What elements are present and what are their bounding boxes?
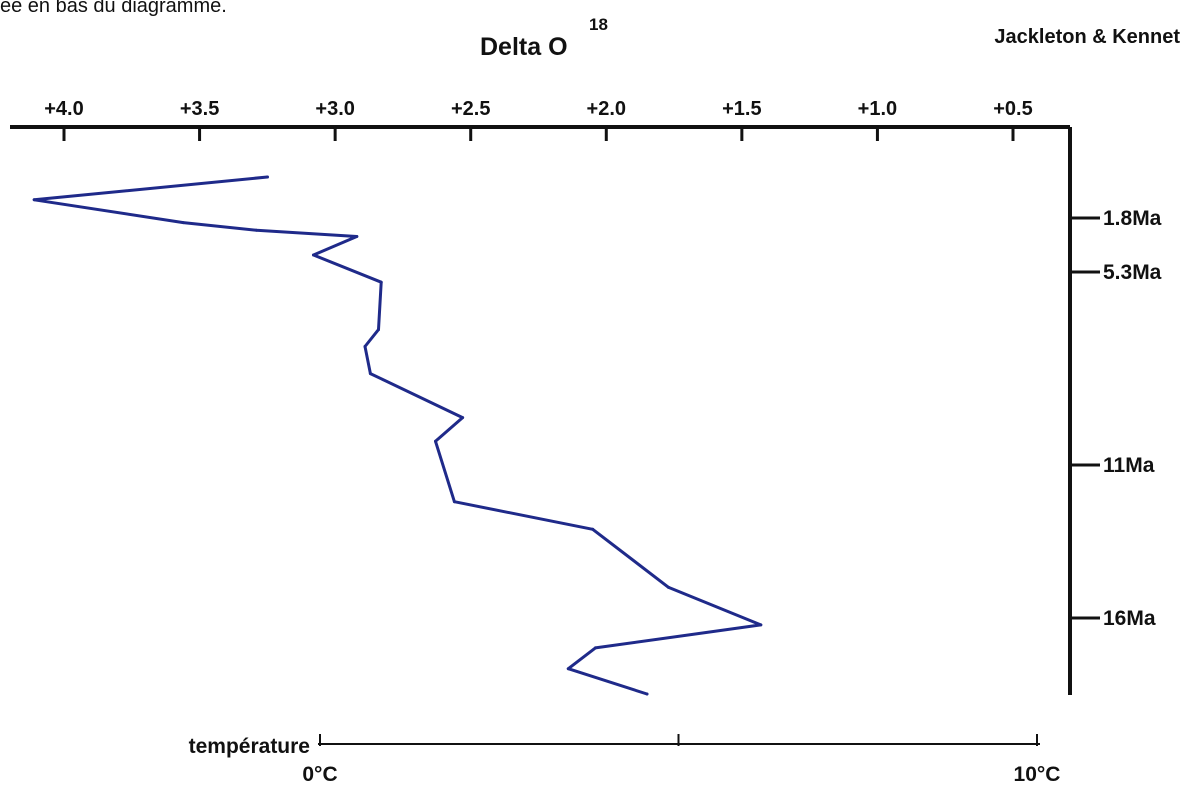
- series-point: [759, 623, 763, 627]
- series-point: [461, 416, 465, 420]
- series-point: [368, 372, 372, 376]
- right-axis-ticks: 1.8Ma 5.3Ma 11Ma 16Ma: [1070, 207, 1162, 630]
- series-point: [379, 280, 383, 284]
- top-axis-tick-label: +1.5: [722, 98, 761, 120]
- bottom-axis-tick-label: 10°C: [1014, 763, 1061, 786]
- top-axis-tick-label: +3.0: [315, 98, 354, 120]
- series-line: [32, 175, 763, 696]
- top-axis-tick-label: +3.5: [180, 98, 219, 120]
- series-point: [265, 175, 269, 179]
- top-axis-tick-label: +2.5: [451, 98, 490, 120]
- top-axis-tick-label: +2.0: [587, 98, 626, 120]
- series-point: [377, 328, 380, 332]
- right-axis-tick-label: 5.3Ma: [1103, 261, 1162, 284]
- series-group: [32, 175, 763, 696]
- top-axis-tick-label: +4.0: [44, 98, 83, 120]
- series-point: [181, 221, 185, 225]
- chart-title-superscript: 18: [589, 15, 608, 34]
- caption-fragment: ée en bas du diagramme.: [0, 0, 227, 17]
- series-point: [591, 527, 595, 531]
- attribution: Jackleton & Kennet: [994, 26, 1180, 48]
- series-point: [667, 585, 671, 589]
- series-point: [452, 500, 456, 504]
- top-axis-ticks: +4.0 +3.5 +3.0 +2.5 +2.0 +1.5 +1.0 +0.5: [44, 98, 1033, 141]
- bottom-axis-ticks: 0°C 10°C: [302, 734, 1060, 786]
- series-point: [363, 345, 367, 348]
- right-axis-tick-label: 16Ma: [1103, 607, 1156, 630]
- right-axis-tick-label: 11Ma: [1103, 454, 1155, 477]
- series-point: [312, 253, 315, 257]
- series-point: [434, 439, 437, 443]
- bottom-axis-label: température: [189, 735, 310, 758]
- series-point: [593, 646, 597, 650]
- series-point: [566, 667, 570, 671]
- bottom-axis-tick-label: 0°C: [302, 763, 337, 786]
- chart-title: Delta O: [480, 33, 568, 61]
- top-axis-tick-label: +1.0: [858, 98, 897, 120]
- top-axis-tick-label: +0.5: [993, 98, 1032, 120]
- series-point: [355, 235, 359, 238]
- right-axis-tick-label: 1.8Ma: [1103, 207, 1162, 230]
- series-point: [645, 692, 649, 696]
- series-point: [255, 228, 258, 232]
- series-point: [32, 198, 36, 202]
